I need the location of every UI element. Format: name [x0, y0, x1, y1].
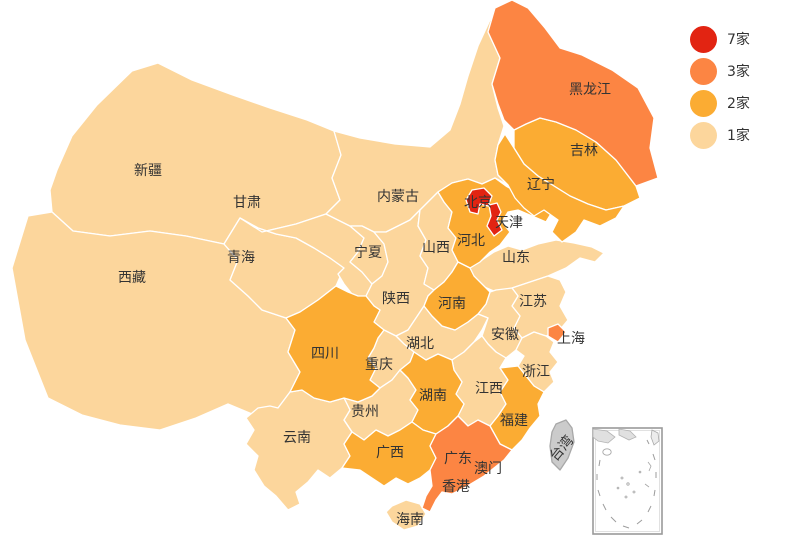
- province-sichuan[interactable]: [285, 285, 385, 403]
- province-zhejiang[interactable]: [515, 331, 559, 393]
- legend-swatch-2-icon: [690, 89, 717, 117]
- legend-label-2: 2家: [727, 96, 750, 112]
- legend-swatch-1-icon: [690, 121, 717, 149]
- province-taiwan: [549, 419, 575, 471]
- province-heilongjiang[interactable]: [487, 0, 659, 187]
- province-xinjiang[interactable]: [49, 62, 342, 245]
- legend-swatch-7-icon: [690, 25, 717, 53]
- province-beijing[interactable]: [465, 187, 493, 215]
- inset-coast-east: [618, 428, 637, 441]
- inset-taiwan: [650, 429, 660, 446]
- province-yunnan[interactable]: [245, 389, 353, 511]
- province-guangdong[interactable]: [421, 415, 513, 513]
- province-shanghai[interactable]: [547, 323, 567, 343]
- south-china-sea-inset: [592, 427, 663, 535]
- inset-nine-dash-line: [596, 439, 657, 529]
- inset-coast-west: [592, 428, 616, 444]
- inset-islands: [616, 461, 652, 499]
- inset-hainan: [602, 448, 612, 456]
- legend-label-3: 3家: [727, 64, 750, 80]
- legend-item-2[interactable]: 2家: [690, 89, 750, 117]
- legend-swatch-3-icon: [690, 57, 717, 85]
- legend-item-7[interactable]: 7家: [690, 25, 750, 53]
- provinces-layer: [11, 0, 659, 531]
- legend-item-3[interactable]: 3家: [690, 57, 750, 85]
- legend-label-7: 7家: [727, 32, 750, 48]
- province-fujian[interactable]: [489, 365, 545, 451]
- legend-label-1: 1家: [727, 128, 750, 144]
- legend: 7家 3家 2家 1家: [690, 25, 750, 153]
- province-tianjin[interactable]: [486, 202, 503, 237]
- province-liaoning[interactable]: [494, 133, 625, 243]
- province-henan[interactable]: [423, 261, 491, 331]
- legend-item-1[interactable]: 1家: [690, 121, 750, 149]
- province-hainan[interactable]: [385, 499, 427, 531]
